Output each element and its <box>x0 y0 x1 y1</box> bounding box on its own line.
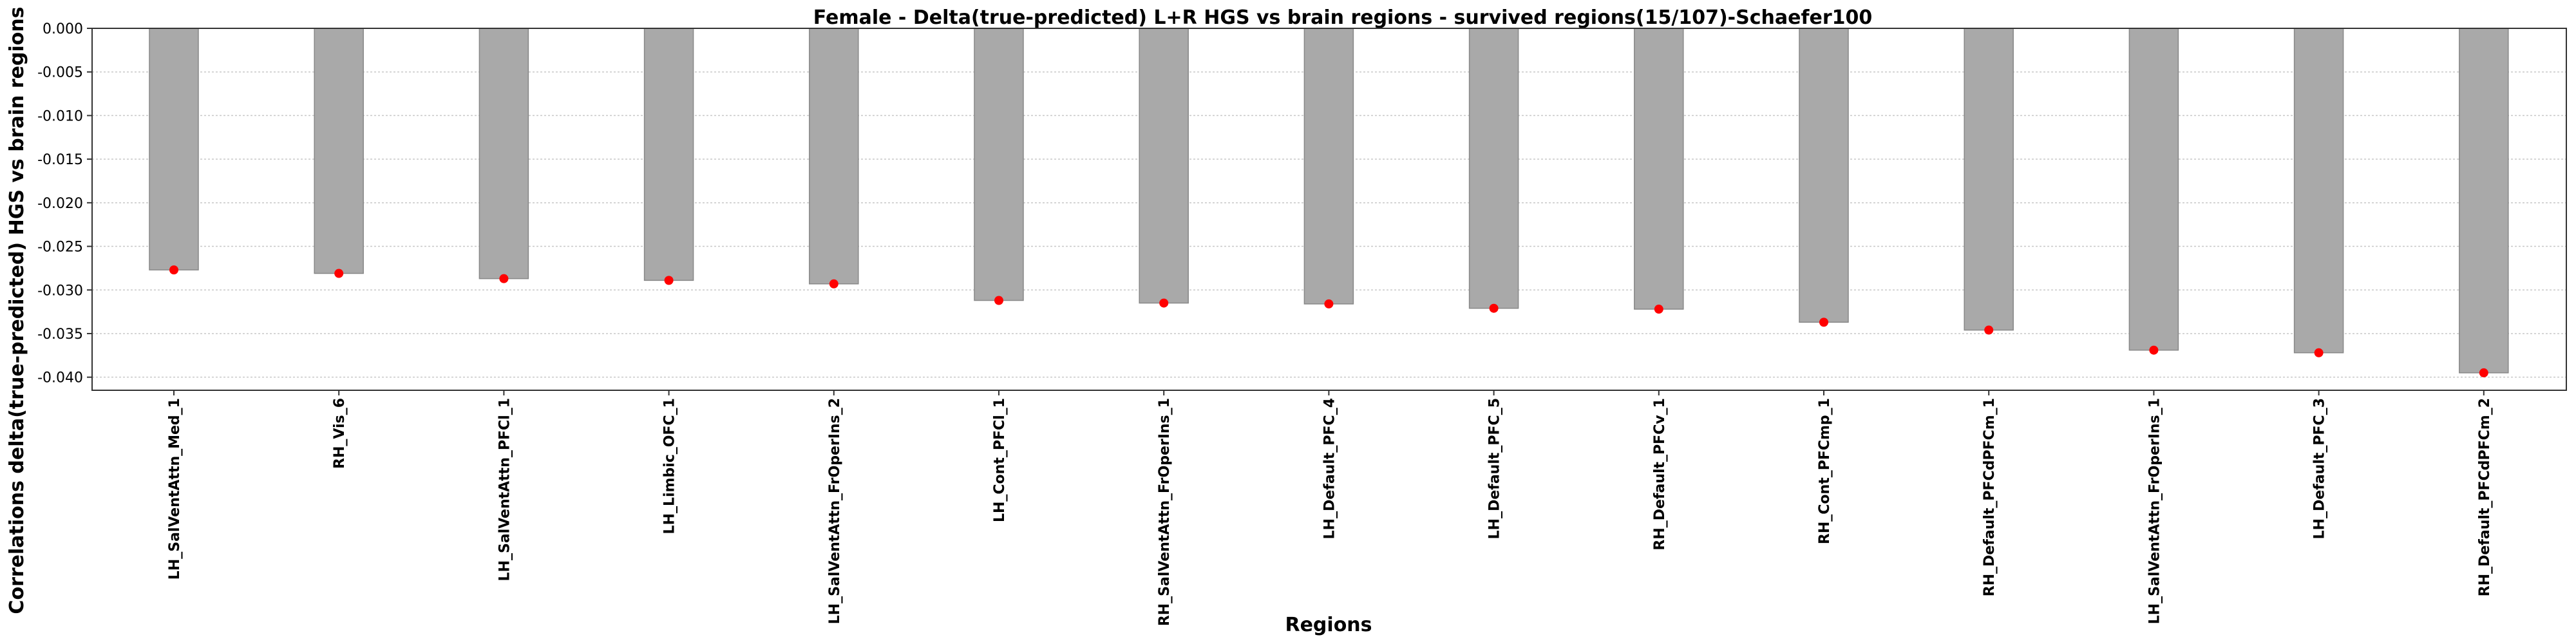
x-tick-label: LH_Default_PFC_3 <box>2312 398 2328 539</box>
x-tick-label: RH_SalVentAttn_FrOperIns_1 <box>1157 398 1173 626</box>
y-axis-label: Correlations delta(true-predicted) HGS v… <box>6 6 28 614</box>
bar <box>149 28 199 270</box>
y-tick-label: -0.025 <box>37 240 83 256</box>
bar <box>2293 28 2344 354</box>
value-marker <box>1159 298 1169 308</box>
bar <box>1139 28 1189 304</box>
value-marker <box>334 269 344 278</box>
value-marker <box>1489 303 1499 313</box>
bar <box>2128 28 2179 351</box>
y-axis: 0.000 -0.005 -0.010 -0.015 -0.020 -0.025 -0.03… <box>37 21 92 386</box>
value-marker <box>2149 345 2159 355</box>
bar <box>1964 28 2014 331</box>
value-marker <box>1984 325 1994 335</box>
x-tick-label: RH_Default_PFCdPFCm_1 <box>1982 398 1998 596</box>
value-marker <box>1324 299 1334 308</box>
x-tick-label: LH_Cont_PFCl_1 <box>992 398 1008 522</box>
x-tick-label: LH_SalVentAttn_Med_1 <box>167 398 183 580</box>
chart-title: Female - Delta(true-predicted) L+R HGS v… <box>813 6 1873 29</box>
y-tick-label: 0.000 <box>43 21 83 37</box>
value-marker <box>994 296 1003 305</box>
y-tick-label: -0.015 <box>37 152 83 168</box>
value-marker <box>2314 348 2324 357</box>
x-tick-label: LH_Default_PFC_5 <box>1487 398 1503 539</box>
bar <box>478 28 529 279</box>
x-tick-label: RH_Vis_6 <box>332 398 348 469</box>
bar <box>1634 28 1684 310</box>
y-tick-label: -0.020 <box>37 196 83 212</box>
x-tick-label: LH_Limbic_OFC_1 <box>662 398 678 534</box>
x-tick-label: RH_Cont_PFCmp_1 <box>1817 398 1833 544</box>
x-tick-label: RH_Default_PFCv_1 <box>1652 398 1668 551</box>
y-tick-label: -0.040 <box>37 370 83 386</box>
value-marker <box>829 279 838 289</box>
y-tick-label: -0.030 <box>37 283 83 299</box>
bar <box>1303 28 1354 305</box>
x-axis-label: Regions <box>1285 614 1372 636</box>
bar <box>2459 28 2509 374</box>
x-tick-label: LH_SalVentAttn_PFCl_1 <box>497 398 513 581</box>
value-markers <box>169 265 2488 377</box>
value-marker <box>2479 368 2488 377</box>
y-tick-label: -0.010 <box>37 108 83 124</box>
value-marker <box>664 276 674 285</box>
bar <box>1799 28 1849 323</box>
value-marker <box>1819 317 1828 327</box>
x-tick-label: LH_SalVentAttn_FrOperIns_1 <box>2146 398 2163 624</box>
y-tick-label: -0.035 <box>37 327 83 343</box>
bar <box>643 28 694 281</box>
x-tick-label: LH_Default_PFC_4 <box>1321 398 1338 539</box>
bars <box>149 28 2509 374</box>
bar <box>314 28 364 274</box>
x-tick-label: LH_SalVentAttn_FrOperIns_2 <box>827 398 843 624</box>
value-marker <box>499 274 509 283</box>
y-tick-label: -0.005 <box>37 65 83 81</box>
x-tick-label: RH_Default_PFCdPFCm_2 <box>2477 398 2493 596</box>
bar <box>809 28 859 285</box>
bar <box>974 28 1024 301</box>
x-axis: LH_SalVentAttn_Med_1 RH_Vis_6 LH_SalVentAt… <box>167 390 2493 626</box>
value-marker <box>169 265 178 275</box>
value-marker <box>1654 305 1663 314</box>
bar <box>1468 28 1519 309</box>
